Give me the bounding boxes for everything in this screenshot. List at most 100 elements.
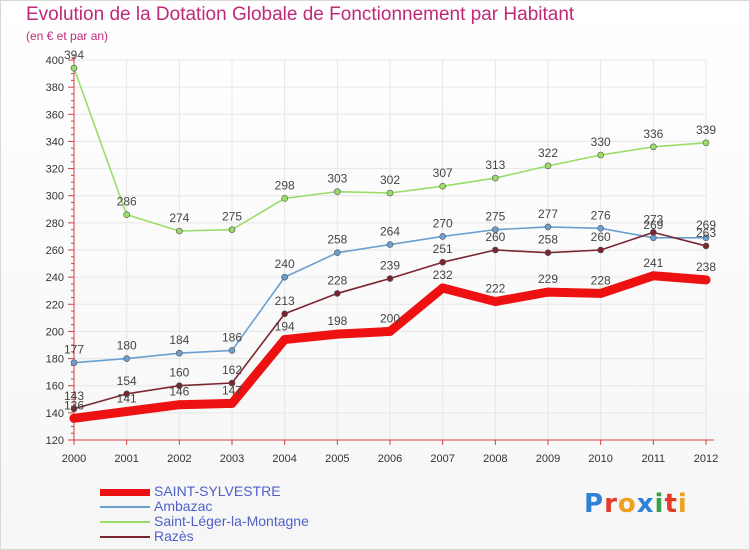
x-tick-label: 2008 <box>483 453 507 465</box>
series-3 <box>70 229 710 413</box>
data-point <box>597 151 604 159</box>
data-point <box>385 326 395 336</box>
y-tick-label: 360 <box>46 109 64 121</box>
data-point <box>439 258 446 266</box>
axes: 120 140 160 180 200 220 240 260 280 300 320 340 360 3… <box>46 54 718 465</box>
data-label: 251 <box>433 242 453 256</box>
data-label: 269 <box>696 218 716 232</box>
data-point <box>702 234 710 242</box>
x-tick-label: 2005 <box>325 453 349 465</box>
legend-label: Saint-Léger-la-Montagne <box>154 513 309 529</box>
data-label: 277 <box>538 207 558 221</box>
x-tick-label: 2000 <box>62 453 86 465</box>
data-point <box>650 229 657 236</box>
data-label: 141 <box>117 392 137 406</box>
y-tick-label: 200 <box>46 326 64 338</box>
y-tick-label: 180 <box>46 354 64 366</box>
data-label: 258 <box>538 233 558 247</box>
data-label: 200 <box>380 311 400 325</box>
data-point <box>334 290 341 297</box>
data-point <box>701 275 711 285</box>
data-label: 258 <box>327 233 347 247</box>
data-label: 146 <box>169 385 189 399</box>
data-label: 241 <box>643 256 663 270</box>
series-0 <box>69 271 711 423</box>
data-point <box>332 329 342 339</box>
data-label: 180 <box>117 339 137 353</box>
data-point <box>123 211 130 219</box>
legend-label: Ambazac <box>154 498 213 514</box>
data-point <box>122 407 132 416</box>
data-point <box>281 195 288 202</box>
data-point <box>597 246 604 254</box>
data-point <box>438 283 448 293</box>
data-point <box>439 233 446 240</box>
x-tick-label: 2009 <box>536 453 560 465</box>
data-point <box>69 413 79 423</box>
x-tick-label: 2012 <box>694 453 718 465</box>
x-tick-label: 2002 <box>167 453 191 465</box>
data-point <box>702 139 710 147</box>
data-point <box>70 64 78 72</box>
y-tick-label: 160 <box>46 381 64 393</box>
data-point <box>123 355 130 362</box>
data-point <box>439 182 446 190</box>
data-label: 238 <box>696 260 716 274</box>
data-point <box>386 275 394 282</box>
data-label: 240 <box>275 257 295 271</box>
legend-swatch <box>100 521 150 523</box>
y-tick-label: 280 <box>46 218 64 230</box>
y-tick-label: 400 <box>46 55 64 67</box>
data-point <box>596 288 606 298</box>
data-label: 186 <box>222 330 242 344</box>
data-label: 322 <box>538 146 558 160</box>
legend-swatch <box>100 536 150 538</box>
data-label: 143 <box>64 389 84 403</box>
y-tick-label: 120 <box>46 435 64 447</box>
data-label: 313 <box>485 158 505 172</box>
data-point <box>281 273 288 281</box>
data-label: 263 <box>696 226 716 240</box>
data-label: 232 <box>433 268 453 282</box>
series-1 <box>70 223 710 366</box>
data-label: 184 <box>169 333 189 347</box>
y-tick-label: 220 <box>46 299 64 311</box>
legend-swatch <box>100 506 150 508</box>
data-label: 228 <box>591 273 611 287</box>
y-tick-label: 140 <box>46 408 64 420</box>
chart-title: Evolution de la Dotation Globale de Fonc… <box>26 4 575 25</box>
x-tick-label: 2003 <box>220 453 244 465</box>
data-label: 394 <box>64 48 84 62</box>
data-point <box>650 143 657 151</box>
y-tick-label: 240 <box>46 272 64 284</box>
data-label: 298 <box>275 178 295 192</box>
data-point <box>544 162 552 170</box>
proxiti-logo: Proxiti <box>584 489 688 519</box>
data-point <box>597 224 604 232</box>
data-point <box>280 335 290 345</box>
data-point <box>70 359 78 366</box>
data-label: 213 <box>275 294 295 308</box>
data-label: 177 <box>64 343 84 357</box>
legend-label: Razès <box>154 528 194 544</box>
y-tick-label: 320 <box>46 164 64 176</box>
data-label: 239 <box>380 259 400 273</box>
data-label: 270 <box>433 216 453 230</box>
y-tick-label: 380 <box>46 82 64 94</box>
data-label: 222 <box>485 282 505 296</box>
x-tick-label: 2010 <box>588 453 612 465</box>
data-label: 260 <box>485 230 505 244</box>
data-labels: 136 141 146 147 194 198 200 232 222 229 228 241 238 1… <box>64 48 716 412</box>
data-point <box>176 227 183 235</box>
data-point <box>281 310 288 318</box>
data-point <box>227 398 237 408</box>
data-label: 275 <box>485 210 505 224</box>
data-label: 302 <box>380 173 400 187</box>
series-lines <box>69 64 711 423</box>
data-point <box>492 174 499 182</box>
data-point <box>176 382 183 390</box>
data-label: 307 <box>433 166 453 180</box>
legend-swatch <box>100 489 150 496</box>
data-point <box>544 249 552 257</box>
